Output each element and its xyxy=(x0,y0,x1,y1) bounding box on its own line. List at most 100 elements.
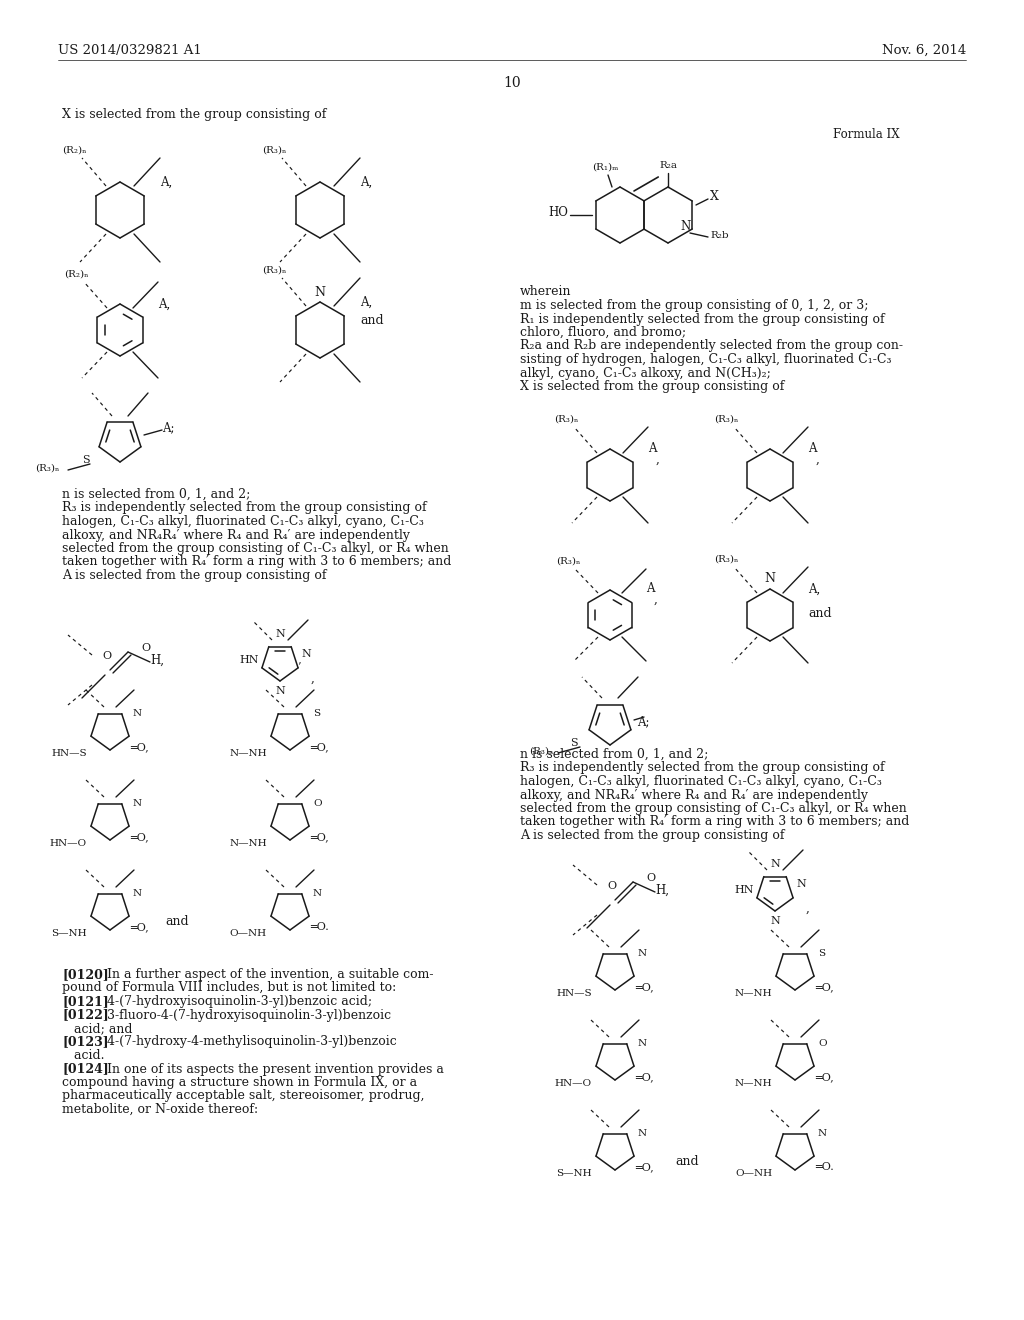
Text: R₁ is independently selected from the group consisting of: R₁ is independently selected from the gr… xyxy=(520,313,885,326)
Text: ,: , xyxy=(654,593,657,606)
Text: In a further aspect of the invention, a suitable com-: In a further aspect of the invention, a … xyxy=(95,968,433,981)
Text: (R₂)ₙ: (R₂)ₙ xyxy=(61,145,86,154)
Text: A,: A, xyxy=(160,176,172,189)
Text: N: N xyxy=(301,649,310,659)
Text: ,: , xyxy=(816,453,820,466)
Text: N: N xyxy=(275,630,285,639)
Text: (R₃)ₙ: (R₃)ₙ xyxy=(262,265,286,275)
Text: alkoxy, and NR₄R₄′ where R₄ and R₄′ are independently: alkoxy, and NR₄R₄′ where R₄ and R₄′ are … xyxy=(62,528,410,541)
Text: [0120]: [0120] xyxy=(62,968,109,981)
Text: N: N xyxy=(638,949,647,957)
Text: N: N xyxy=(770,859,780,869)
Text: and: and xyxy=(675,1155,698,1168)
Text: N: N xyxy=(638,1129,647,1138)
Text: HN—O: HN—O xyxy=(555,1078,592,1088)
Text: A is selected from the group consisting of: A is selected from the group consisting … xyxy=(520,829,784,842)
Text: N: N xyxy=(314,285,326,298)
Text: O: O xyxy=(102,651,112,661)
Text: R₂a and R₂b are independently selected from the group con-: R₂a and R₂b are independently selected f… xyxy=(520,339,903,352)
Text: taken together with R₄′ form a ring with 3 to 6 members; and: taken together with R₄′ form a ring with… xyxy=(520,816,909,829)
Text: acid; and: acid; and xyxy=(62,1022,132,1035)
Text: Formula IX: Formula IX xyxy=(834,128,900,141)
Text: metabolite, or N-oxide thereof:: metabolite, or N-oxide thereof: xyxy=(62,1104,258,1115)
Text: 4-(7-hydroxyisoquinolin-3-yl)benzoic acid;: 4-(7-hydroxyisoquinolin-3-yl)benzoic aci… xyxy=(95,995,372,1008)
Text: A: A xyxy=(808,442,816,455)
Text: ═O,: ═O, xyxy=(635,1072,653,1082)
Text: and: and xyxy=(808,607,831,620)
Text: wherein: wherein xyxy=(520,285,571,298)
Text: N: N xyxy=(796,879,806,888)
Text: O: O xyxy=(141,643,151,653)
Text: ═O,: ═O, xyxy=(635,982,653,993)
Text: ,: , xyxy=(311,672,314,685)
Text: X is selected from the group consisting of: X is selected from the group consisting … xyxy=(520,380,784,393)
Text: selected from the group consisting of C₁-C₃ alkyl, or R₄ when: selected from the group consisting of C₁… xyxy=(62,543,449,554)
Text: 3-fluoro-4-(7-hydroxyisoquinolin-3-yl)benzoic: 3-fluoro-4-(7-hydroxyisoquinolin-3-yl)be… xyxy=(95,1008,391,1022)
Text: HN: HN xyxy=(239,655,258,665)
Text: O—NH: O—NH xyxy=(735,1168,772,1177)
Text: ═O,: ═O, xyxy=(130,742,148,752)
Text: S: S xyxy=(570,738,578,748)
Text: H,: H, xyxy=(655,883,669,896)
Text: HN—O: HN—O xyxy=(50,838,87,847)
Text: X: X xyxy=(710,190,719,203)
Text: n is selected from 0, 1, and 2;: n is selected from 0, 1, and 2; xyxy=(62,488,251,502)
Text: N—NH: N—NH xyxy=(734,989,772,998)
Text: chloro, fluoro, and bromo;: chloro, fluoro, and bromo; xyxy=(520,326,686,339)
Text: N: N xyxy=(638,1039,647,1048)
Text: A;: A; xyxy=(637,715,649,729)
Text: [0121]: [0121] xyxy=(62,995,109,1008)
Text: sisting of hydrogen, halogen, C₁-C₃ alkyl, fluorinated C₁-C₃: sisting of hydrogen, halogen, C₁-C₃ alky… xyxy=(520,352,892,366)
Text: halogen, C₁-C₃ alkyl, fluorinated C₁-C₃ alkyl, cyano, C₁-C₃: halogen, C₁-C₃ alkyl, fluorinated C₁-C₃ … xyxy=(62,515,424,528)
Text: N—NH: N—NH xyxy=(734,1078,772,1088)
Text: 10: 10 xyxy=(503,77,521,90)
Text: ,: , xyxy=(656,453,659,466)
Text: (R₂)ₙ: (R₂)ₙ xyxy=(63,269,88,279)
Text: alkoxy, and NR₄R₄′ where R₄ and R₄′ are independently: alkoxy, and NR₄R₄′ where R₄ and R₄′ are … xyxy=(520,788,868,801)
Text: pharmaceutically acceptable salt, stereoisomer, prodrug,: pharmaceutically acceptable salt, stereo… xyxy=(62,1089,425,1102)
Text: R₃ is independently selected from the group consisting of: R₃ is independently selected from the gr… xyxy=(520,762,885,775)
Text: (R₃)ₙ: (R₃)ₙ xyxy=(554,414,579,424)
Text: R₂a: R₂a xyxy=(659,161,677,169)
Text: O: O xyxy=(818,1039,826,1048)
Text: ═O,: ═O, xyxy=(815,982,834,993)
Text: O: O xyxy=(646,873,655,883)
Text: [0122]: [0122] xyxy=(62,1008,109,1022)
Text: ═O,: ═O, xyxy=(310,742,329,752)
Text: ═O,: ═O, xyxy=(130,921,148,932)
Text: A,: A, xyxy=(808,582,820,595)
Text: A,: A, xyxy=(360,296,373,309)
Text: N—NH: N—NH xyxy=(229,838,267,847)
Text: A is selected from the group consisting of: A is selected from the group consisting … xyxy=(62,569,327,582)
Text: HN: HN xyxy=(734,884,754,895)
Text: ═O.: ═O. xyxy=(815,1162,834,1172)
Text: N: N xyxy=(680,220,690,234)
Text: H,: H, xyxy=(150,653,164,667)
Text: A: A xyxy=(646,582,654,595)
Text: (R₃)ₙ: (R₃)ₙ xyxy=(714,554,738,564)
Text: m is selected from the group consisting of 0, 1, 2, or 3;: m is selected from the group consisting … xyxy=(520,300,868,312)
Text: S—NH: S—NH xyxy=(556,1168,592,1177)
Text: S—NH: S—NH xyxy=(51,928,87,937)
Text: acid.: acid. xyxy=(62,1049,104,1063)
Text: (R₁)ₘ: (R₁)ₘ xyxy=(592,162,618,172)
Text: HN—S: HN—S xyxy=(51,748,87,758)
Text: A;: A; xyxy=(162,421,174,434)
Text: O: O xyxy=(607,880,616,891)
Text: N: N xyxy=(133,799,142,808)
Text: N: N xyxy=(133,709,142,718)
Text: R₂b: R₂b xyxy=(710,231,729,239)
Text: alkyl, cyano, C₁-C₃ alkoxy, and N(CH₃)₂;: alkyl, cyano, C₁-C₃ alkoxy, and N(CH₃)₂; xyxy=(520,367,771,380)
Text: S: S xyxy=(82,455,90,465)
Text: S: S xyxy=(313,709,321,718)
Text: ’: ’ xyxy=(297,661,300,671)
Text: (R₃)ₙ: (R₃)ₙ xyxy=(714,414,738,424)
Text: ═O,: ═O, xyxy=(130,832,148,842)
Text: In one of its aspects the present invention provides a: In one of its aspects the present invent… xyxy=(95,1063,443,1076)
Text: N: N xyxy=(275,686,285,696)
Text: N: N xyxy=(313,888,323,898)
Text: (R₃)ₙ: (R₃)ₙ xyxy=(262,145,286,154)
Text: (R₃)ₙ: (R₃)ₙ xyxy=(556,557,581,565)
Text: 4-(7-hydroxy-4-methylisoquinolin-3-yl)benzoic: 4-(7-hydroxy-4-methylisoquinolin-3-yl)be… xyxy=(95,1035,396,1048)
Text: (R₃)ₙ: (R₃)ₙ xyxy=(528,747,553,755)
